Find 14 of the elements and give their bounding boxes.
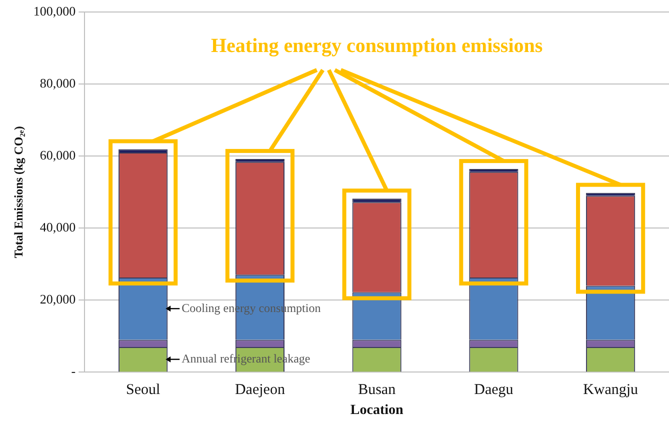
x-tick-label: Daegu — [474, 382, 514, 398]
x-tick-label: Seoul — [126, 382, 160, 398]
x-tick-label: Daejeon — [234, 382, 286, 398]
y-tick-label: 40,000 — [40, 220, 76, 235]
y-tick-label: 80,000 — [40, 75, 76, 90]
x-axis-title: Location — [350, 403, 404, 418]
y-tick-label: 60,000 — [40, 148, 76, 162]
y-tick-label: 100,000 — [33, 3, 76, 18]
y-tick-label: - — [71, 364, 76, 379]
y-tick-label: 20,000 — [40, 292, 76, 307]
annotation: Heating energy consumption emissions — [210, 35, 543, 58]
x-tick-label: Busan — [358, 382, 396, 398]
x-tick-label: Kwangju — [583, 382, 639, 398]
y-axis-title: Total Emissions (kg CO₂ₑ) — [11, 126, 26, 258]
